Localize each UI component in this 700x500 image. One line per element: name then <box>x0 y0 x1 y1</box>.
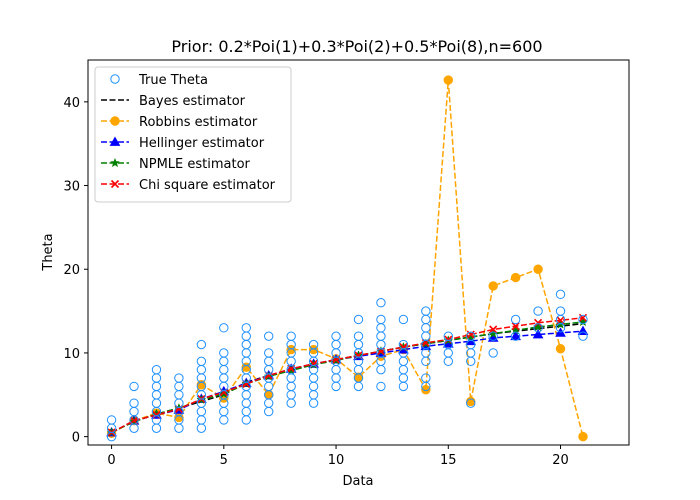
robbins-estimator-point <box>488 281 498 291</box>
robbins-estimator-point <box>286 344 296 355</box>
chi-square-estimator-point <box>444 335 453 344</box>
true-theta-point <box>533 306 543 316</box>
true-theta-point <box>555 306 566 316</box>
robbins-estimator-point <box>533 264 543 274</box>
true-theta-point <box>578 314 588 325</box>
legend-label: Robbins estimator <box>139 115 258 130</box>
hellinger-estimator-point <box>510 330 521 341</box>
x-tick-label: 20 <box>552 453 569 468</box>
y-tick-label: 20 <box>63 263 80 278</box>
legend-item-npmle-estimator: NPMLE estimator <box>101 157 251 172</box>
y-tick-label: 30 <box>63 180 80 195</box>
true-theta-point <box>286 331 296 341</box>
true-theta-point <box>398 339 409 350</box>
true-theta-point <box>510 314 521 325</box>
true-theta-point <box>308 339 319 350</box>
robbins-estimator-point <box>308 344 319 355</box>
x-axis-label: Data <box>342 474 373 489</box>
chi-square-estimator-point <box>534 318 543 327</box>
true-theta-point <box>376 314 386 325</box>
true-theta-layer <box>106 289 588 442</box>
true-theta-point <box>219 348 229 358</box>
true-theta-point <box>466 331 476 341</box>
true-theta-point <box>241 323 251 333</box>
true-theta-point <box>196 339 207 350</box>
legend-box <box>94 66 292 203</box>
true-theta-point <box>578 331 588 341</box>
y-axis-label: Theta <box>41 233 56 271</box>
true-theta-point <box>264 348 274 358</box>
legend-item-true-theta: True Theta <box>110 73 208 88</box>
x-tick-label: 10 <box>328 453 345 468</box>
legend: True Theta Bayes estimator Robbins estimat… <box>94 66 292 203</box>
true-theta-point <box>353 331 364 341</box>
legend-item-hellinger-estimator: Hellinger estimator <box>101 136 265 151</box>
legend-label: Hellinger estimator <box>139 136 265 151</box>
true-theta-point <box>376 298 386 308</box>
x-axis: 0 5 10 15 20 <box>107 445 569 468</box>
legend-item-robbins-estimator: Robbins estimator <box>101 115 258 130</box>
true-theta-point <box>510 331 521 341</box>
true-theta-point <box>174 373 184 383</box>
true-theta-point <box>555 289 566 300</box>
true-theta-point <box>533 323 543 333</box>
y-tick-label: 10 <box>63 347 80 362</box>
legend-label: Bayes estimator <box>139 94 246 109</box>
y-axis: 0 10 20 30 40 <box>63 96 88 446</box>
legend-marker <box>110 179 120 189</box>
chart-title: Prior: 0.2*Poi(1)+0.3*Poi(2)+0.5*Poi(8),… <box>171 37 542 56</box>
true-theta-point <box>151 364 162 375</box>
plot-frame <box>87 59 630 446</box>
true-theta-point <box>398 314 409 325</box>
y-tick-label: 0 <box>72 431 80 446</box>
true-theta-point <box>353 314 364 325</box>
chi-square-estimator-point <box>489 325 498 334</box>
chi-square-estimator-point <box>152 410 161 419</box>
true-theta-point <box>196 356 207 367</box>
x-tick-label: 15 <box>440 453 457 468</box>
robbins-estimator-line <box>111 80 584 437</box>
x-tick-label: 0 <box>107 453 115 468</box>
robbins-estimator-point <box>555 344 566 354</box>
legend-marker <box>110 74 120 84</box>
legend-marker <box>109 136 121 146</box>
legend-item-bayes-estimator: Bayes estimator <box>101 94 246 109</box>
true-theta-point <box>488 331 498 341</box>
true-theta-point <box>421 373 431 383</box>
hellinger-estimator-point <box>532 329 544 339</box>
robbins-estimator-point <box>421 385 431 395</box>
true-theta-point <box>376 381 386 392</box>
true-theta-point <box>264 331 274 341</box>
true-theta-point <box>331 331 341 341</box>
robbins-estimator-point <box>578 431 588 442</box>
true-theta-point <box>129 381 139 392</box>
legend-item-chi-square-estimator: Chi square estimator <box>101 178 276 193</box>
legend-marker <box>110 116 120 126</box>
legend-marker <box>110 157 120 168</box>
y-tick-label: 40 <box>63 96 80 111</box>
true-theta-point <box>421 306 431 316</box>
true-theta-point <box>106 415 117 425</box>
legend-label: Chi square estimator <box>139 178 276 193</box>
true-theta-point <box>488 348 498 358</box>
robbins-estimator-point <box>443 75 453 85</box>
true-theta-point <box>129 398 139 408</box>
legend-label: NPMLE estimator <box>139 157 251 172</box>
chi-square-estimator-point <box>511 322 520 331</box>
chi-square-estimator-line <box>111 317 584 434</box>
true-theta-point <box>466 398 476 408</box>
legend-label: True Theta <box>138 73 208 88</box>
true-theta-point <box>219 323 229 333</box>
x-tick-label: 5 <box>220 453 228 468</box>
true-theta-point <box>443 331 453 341</box>
robbins-estimator-point <box>510 272 521 283</box>
